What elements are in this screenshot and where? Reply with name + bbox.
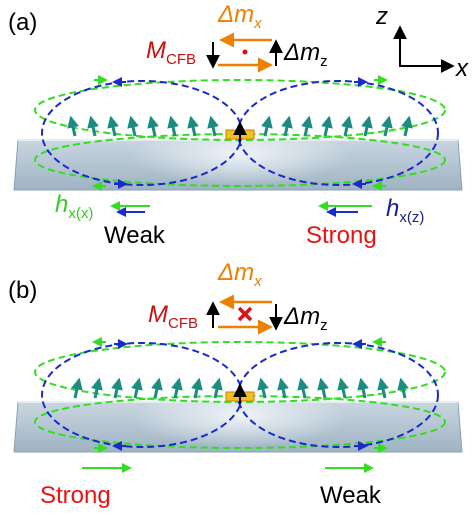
spin-arrow (155, 380, 159, 398)
symbol: h (386, 195, 399, 222)
decorations (14, 40, 462, 468)
m-cfb: MCFB (148, 301, 198, 332)
left-text: Weak (104, 222, 166, 249)
spin-arrow (321, 380, 325, 398)
spin-arrow (95, 380, 99, 398)
spin-arrow (175, 380, 179, 398)
delta-mx: Δmx (217, 259, 262, 290)
into-page-mark (239, 308, 251, 320)
panel-label: (a) (8, 9, 37, 36)
spin-arrow (345, 118, 349, 136)
subscript: CFB (168, 315, 198, 332)
symbol: Δm (217, 259, 254, 286)
spin-arrow (301, 380, 305, 398)
delta-mz: Δmz (283, 303, 328, 334)
m-cfb: MCFB (146, 37, 196, 68)
symbol: h (55, 191, 68, 218)
subscript: x(x) (68, 205, 93, 222)
spin-arrow (405, 118, 409, 136)
right-text: Strong (306, 222, 377, 249)
z-axis-label: z (375, 3, 388, 30)
spin-arrow (151, 118, 155, 136)
subscript: x (253, 273, 262, 290)
subscript: z (320, 317, 328, 334)
symbol: M (148, 301, 168, 328)
page: {"axes": {"z": "z", "x": "x"}, "panels":… (0, 0, 474, 516)
h-left: hx(x) (55, 191, 93, 222)
spin-arrow (385, 118, 389, 136)
right-text: Weak (320, 482, 382, 509)
subscript: x(z) (399, 209, 424, 226)
spin-arrow (91, 118, 95, 136)
spin-arrow (341, 380, 345, 398)
spin-arrow (111, 118, 115, 136)
symbol: M (146, 37, 166, 64)
spin-arrow (131, 118, 135, 136)
h-right: hx(z) (386, 195, 424, 226)
panel-label: (b) (8, 277, 37, 304)
left-text: Strong (40, 482, 111, 509)
delta-mz: Δmz (283, 39, 328, 70)
subscript: CFB (166, 51, 196, 68)
spin-arrow (305, 118, 309, 136)
spin-arrow (171, 118, 175, 136)
symbol: Δm (283, 39, 320, 66)
spin-arrow (135, 380, 139, 398)
spin-arrow (325, 118, 329, 136)
symbol: Δm (217, 1, 254, 28)
delta-mx: Δmx (217, 1, 262, 32)
spin-arrow (401, 380, 405, 398)
panel-drawing (14, 40, 462, 212)
out-of-page-mark (243, 50, 248, 55)
diagram: z x (a) Δmx MCFB Δmz hx(x) hx(z) Weak St… (0, 0, 474, 516)
panel-drawing (14, 302, 462, 468)
symbol: Δm (283, 303, 320, 330)
spin-arrow (71, 118, 75, 136)
spin-arrow (75, 380, 79, 398)
subscript: x (253, 15, 262, 32)
subscript: z (320, 53, 328, 70)
spin-arrow (381, 380, 385, 398)
x-axis-label: x (455, 55, 469, 82)
